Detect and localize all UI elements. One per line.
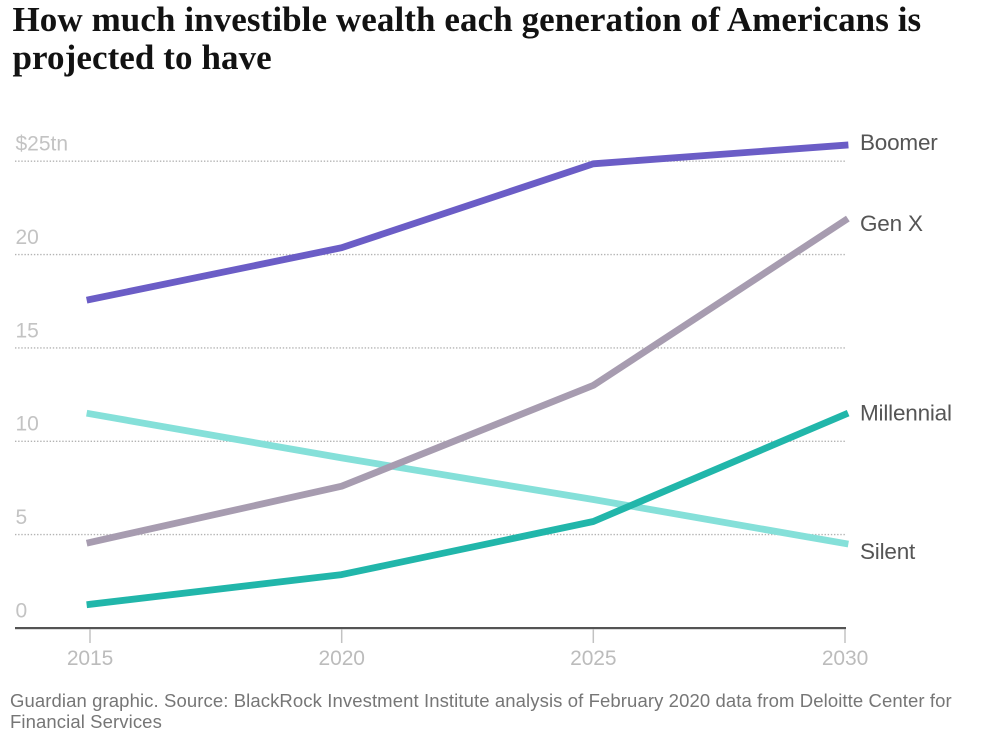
svg-text:15: 15 <box>16 319 39 342</box>
svg-text:2020: 2020 <box>319 647 365 670</box>
svg-text:Boomer: Boomer <box>860 130 938 155</box>
svg-text:$25tn: $25tn <box>16 133 69 156</box>
svg-text:2015: 2015 <box>67 647 113 670</box>
svg-text:10: 10 <box>16 413 39 436</box>
svg-text:5: 5 <box>16 506 28 529</box>
svg-text:Gen X: Gen X <box>860 211 923 236</box>
svg-text:2030: 2030 <box>822 647 868 670</box>
svg-text:Silent: Silent <box>860 539 916 564</box>
svg-text:Millennial: Millennial <box>860 400 952 425</box>
svg-text:20: 20 <box>16 226 39 249</box>
svg-text:2025: 2025 <box>570 647 616 670</box>
svg-text:0: 0 <box>16 599 28 622</box>
